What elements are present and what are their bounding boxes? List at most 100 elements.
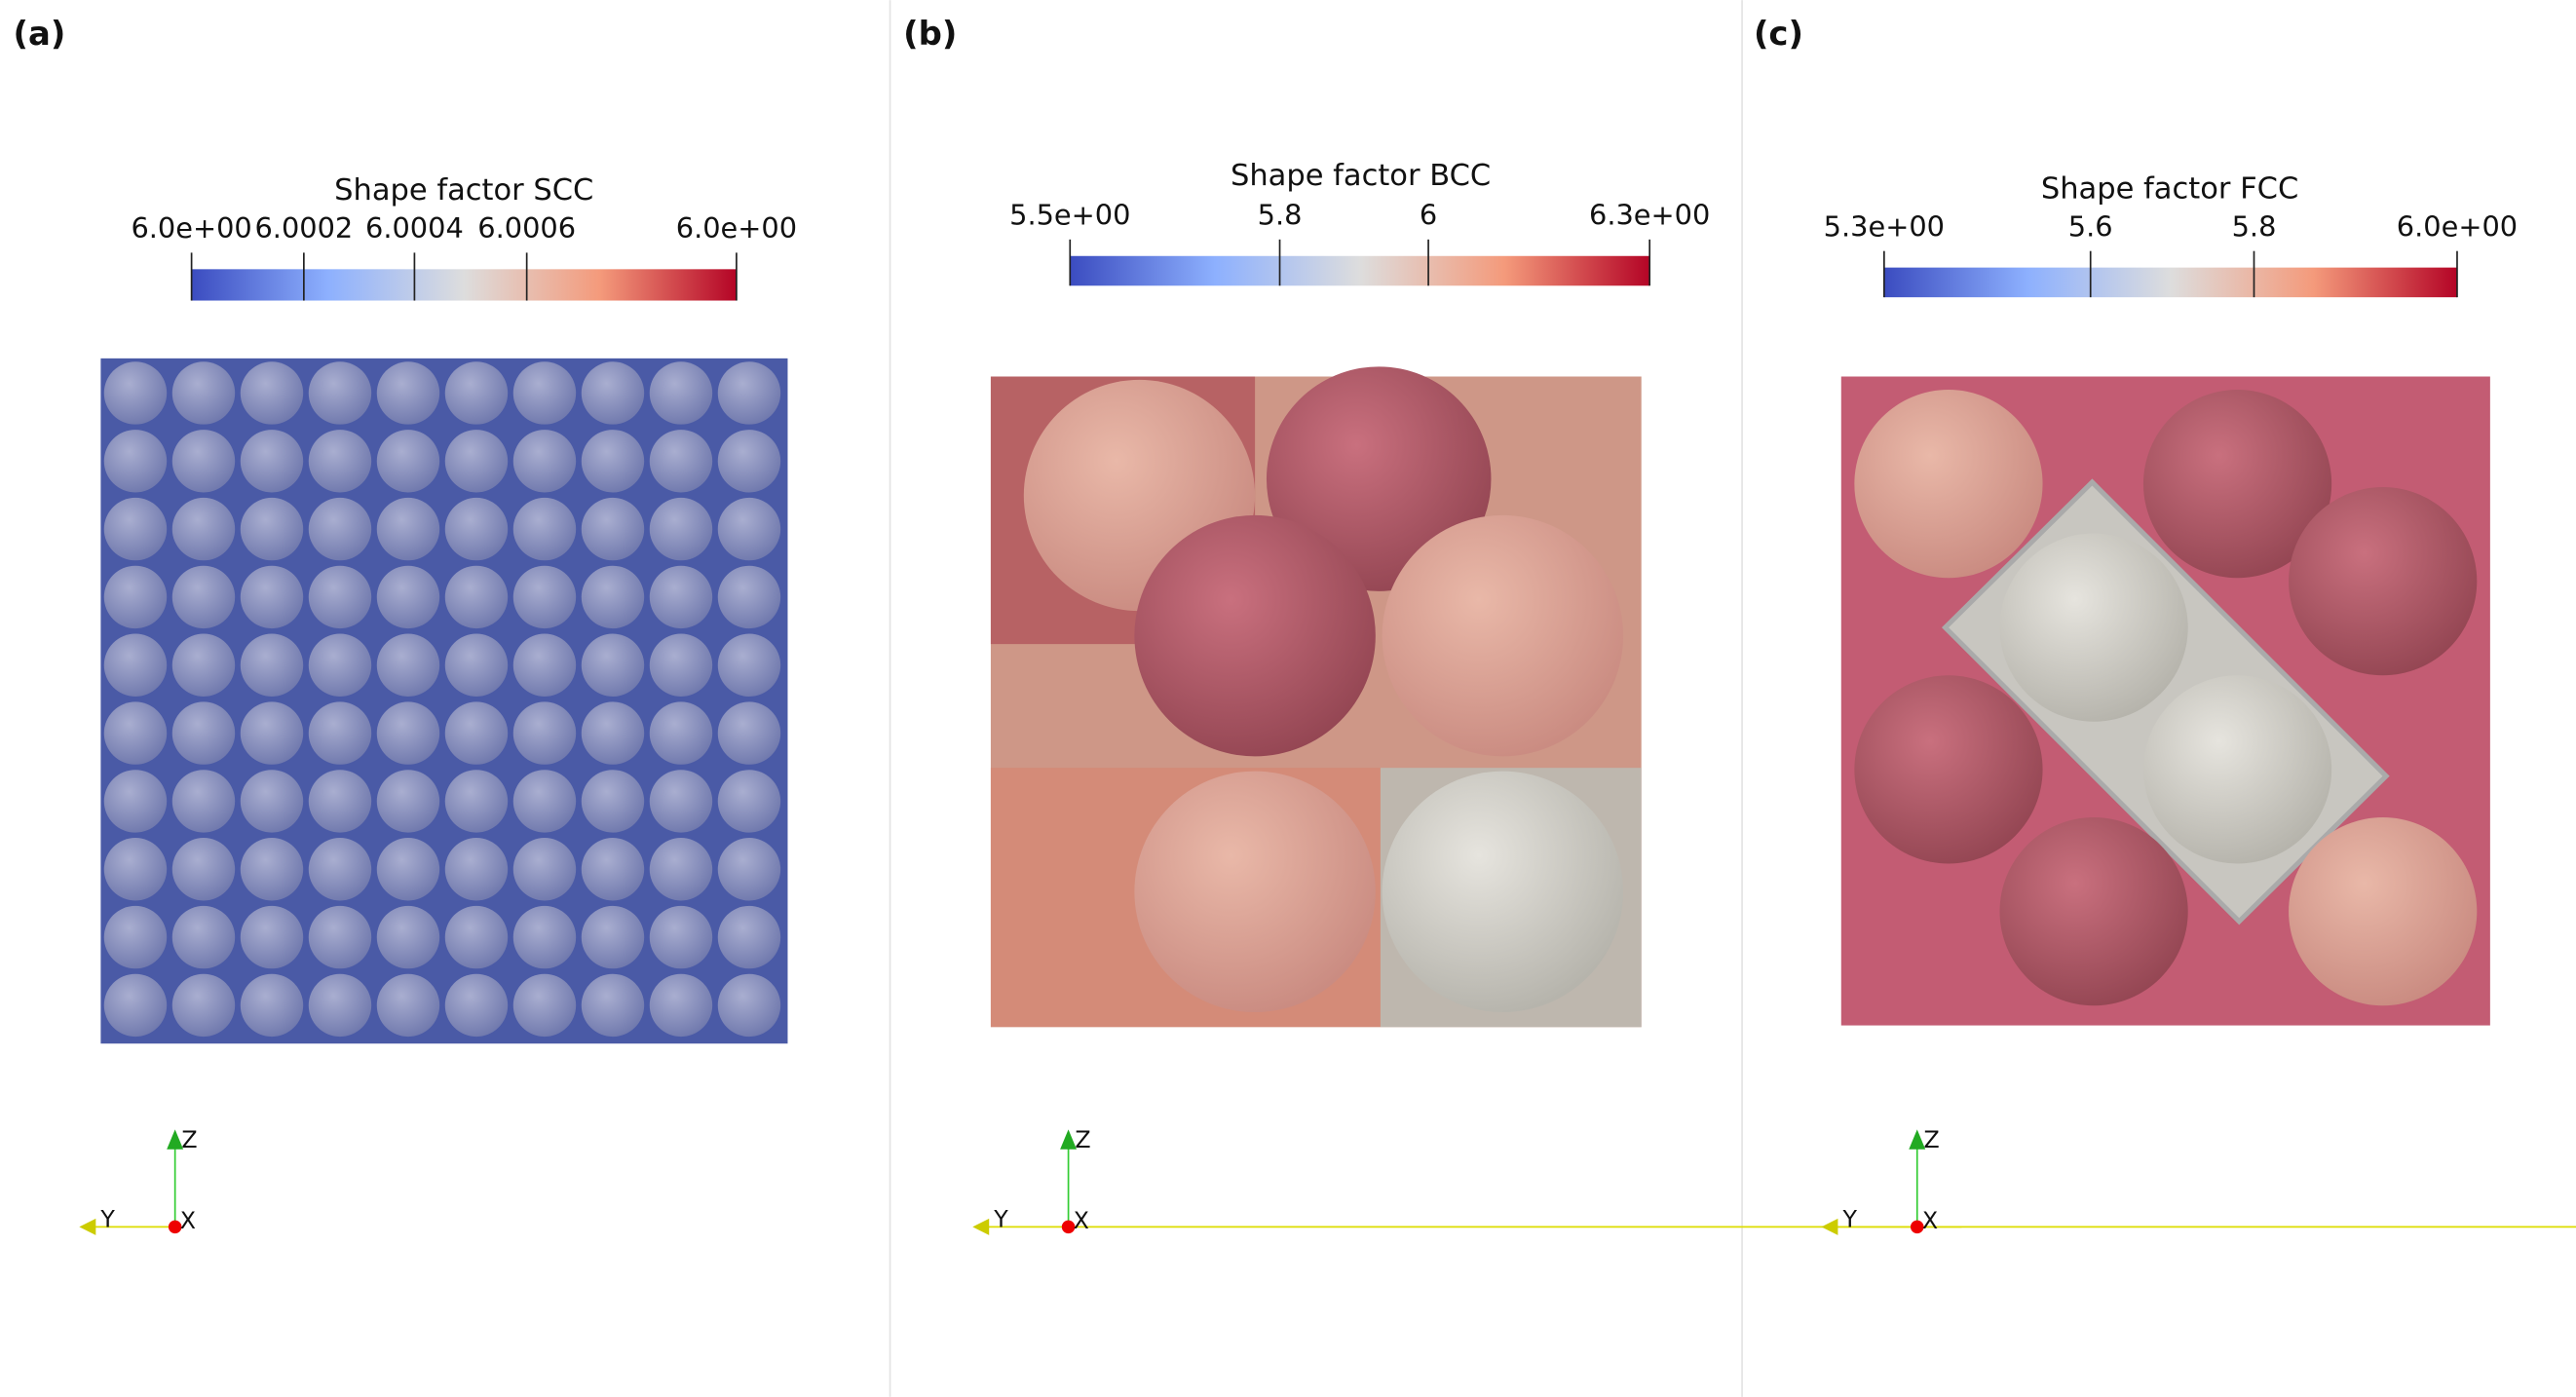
sphere: [581, 430, 645, 493]
sphere: [512, 361, 577, 425]
axis-label: X: [1922, 1207, 1938, 1234]
sphere: [171, 973, 236, 1038]
sphere: [308, 430, 372, 493]
sphere: [308, 701, 372, 765]
sphere: [240, 361, 304, 425]
sphere: [376, 973, 440, 1038]
sphere: [103, 361, 168, 425]
panel-label: (c): [1754, 15, 1803, 53]
colorbar-tick-label: 5.5e+00: [1009, 199, 1130, 232]
render-fcc: [1840, 376, 2490, 1026]
axis-z-head: [1060, 1129, 1078, 1150]
sphere: [512, 973, 577, 1038]
axis-label: Z: [181, 1126, 197, 1153]
sphere: [649, 497, 713, 561]
colorbar-tick-label: 6.0006: [477, 211, 576, 245]
axis-z-head: [1909, 1129, 1926, 1150]
colorbar-tick-label: 6.0002: [254, 211, 353, 245]
sphere: [649, 838, 713, 901]
sphere: [717, 701, 781, 765]
colorbar-tick-label: 5.8: [2232, 209, 2277, 243]
sphere: [376, 497, 440, 561]
sphere: [1999, 817, 2188, 1006]
sphere: [171, 565, 236, 629]
sphere: [649, 973, 713, 1038]
colorbar-title: Shape factor SCC: [334, 173, 593, 208]
sphere: [2289, 817, 2478, 1006]
sphere: [717, 497, 781, 561]
sphere: [171, 633, 236, 697]
sphere: [717, 633, 781, 697]
sphere: [103, 905, 168, 969]
sphere: [649, 430, 713, 493]
sphere: [1999, 533, 2188, 722]
sphere: [240, 430, 304, 493]
sphere: [103, 497, 168, 561]
axis-label: Z: [1075, 1126, 1090, 1153]
colorbar: [1883, 267, 2457, 298]
sphere: [240, 633, 304, 697]
render-scc: [100, 358, 788, 1044]
sphere: [376, 633, 440, 697]
colorbar-title: Shape factor BCC: [1231, 159, 1491, 193]
axis-label: Y: [1841, 1205, 1857, 1232]
sphere: [308, 838, 372, 901]
sphere: [581, 361, 645, 425]
sphere: [171, 838, 236, 901]
sphere: [717, 361, 781, 425]
sphere: [444, 905, 509, 969]
sphere: [581, 905, 645, 969]
axis-label: Y: [99, 1205, 115, 1232]
sphere: [512, 701, 577, 765]
sphere: [308, 973, 372, 1038]
sphere: [240, 770, 304, 833]
colorbar-tick-label: 6.3e+00: [1589, 199, 1710, 232]
axis-y-head: [79, 1218, 96, 1235]
sphere: [308, 770, 372, 833]
sphere: [581, 633, 645, 697]
axis-y-head: [1821, 1218, 1838, 1235]
sphere: [649, 565, 713, 629]
sphere: [717, 973, 781, 1038]
sphere: [581, 838, 645, 901]
sphere: [581, 973, 645, 1038]
colorbar: [1070, 255, 1650, 286]
render-bcc: [990, 366, 1642, 1028]
sphere: [444, 770, 509, 833]
sphere: [308, 361, 372, 425]
sphere: [717, 430, 781, 493]
sphere: [581, 701, 645, 765]
sphere: [103, 770, 168, 833]
sphere: [1854, 675, 2043, 864]
axis-label: Z: [1924, 1126, 1940, 1153]
colorbar-tick-label: 6: [1420, 199, 1437, 232]
sphere: [512, 497, 577, 561]
sphere: [103, 430, 168, 493]
sphere: [376, 430, 440, 493]
axis-x: [168, 1220, 182, 1234]
axis-label: X: [1074, 1207, 1089, 1234]
sphere: [444, 497, 509, 561]
sphere: [240, 905, 304, 969]
sphere: [649, 701, 713, 765]
sphere: [103, 633, 168, 697]
colorbar-tick-label: 6.0e+00: [2397, 209, 2518, 243]
sphere: [1266, 366, 1492, 591]
colorbar-tick-label: 5.3e+00: [1824, 209, 1945, 243]
sphere: [444, 838, 509, 901]
sphere: [1382, 514, 1624, 757]
sphere: [308, 565, 372, 629]
sphere: [376, 361, 440, 425]
sphere: [649, 905, 713, 969]
sphere: [376, 770, 440, 833]
sphere: [2142, 390, 2332, 579]
sphere: [171, 701, 236, 765]
sphere: [171, 361, 236, 425]
sphere: [171, 905, 236, 969]
sphere: [103, 838, 168, 901]
sphere: [103, 973, 168, 1038]
sphere: [649, 633, 713, 697]
sphere: [581, 497, 645, 561]
colorbar-tick-label: 6.0e+00: [131, 211, 251, 245]
sphere: [171, 430, 236, 493]
